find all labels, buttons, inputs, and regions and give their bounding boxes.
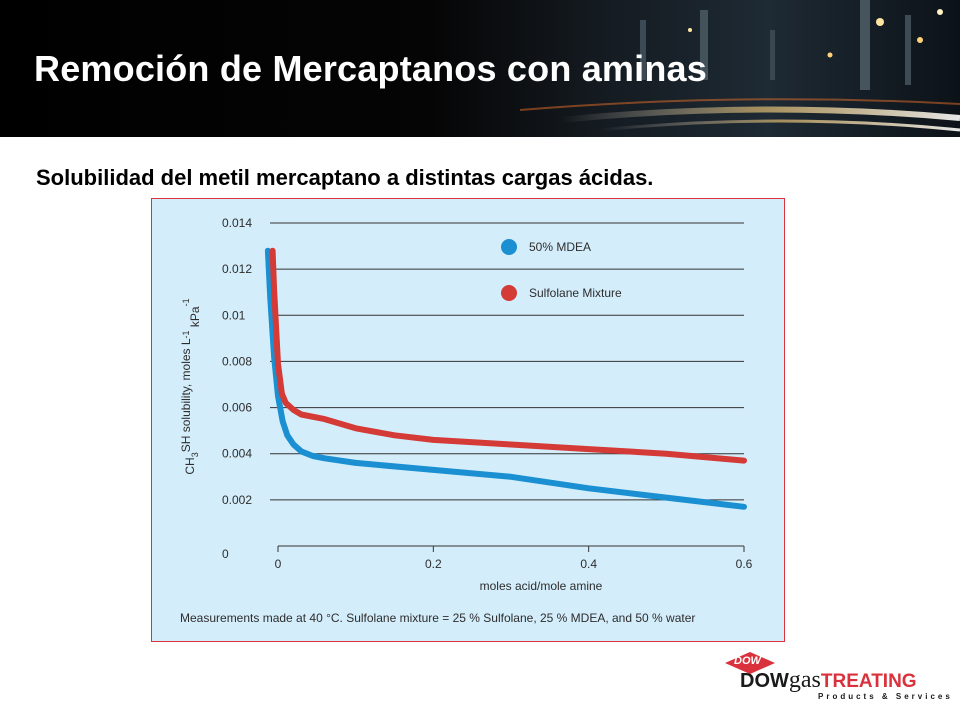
light-streak <box>599 119 960 132</box>
dow-diamond-icon <box>725 652 775 674</box>
x-axis-label: moles acid/mole amine <box>480 579 603 593</box>
solubility-chart: 0 0.002 0.004 0.006 0.008 0.01 0.012 0.014 0 0.2 0… <box>179 216 753 593</box>
y-tick-label: 0.014 <box>222 216 252 230</box>
logo-word-gas: gas <box>788 667 821 693</box>
header-refinery-image <box>519 0 960 132</box>
series-line-0 <box>264 247 747 510</box>
x-tick-label: 0.2 <box>425 557 442 571</box>
y-tick-label: 0.004 <box>222 447 252 461</box>
legend-marker-0 <box>501 239 517 255</box>
logo-tagline: Products & Services <box>818 692 953 701</box>
y-tick-label: 0.012 <box>222 262 252 276</box>
dow-gas-treating-logo: DOW DOWgasTREATING Products & Services <box>720 646 950 702</box>
chart-footnote: Measurements made at 40 °C. Sulfolane mi… <box>180 611 696 625</box>
y-tick-label: 0.008 <box>222 354 252 368</box>
x-tick-label: 0.4 <box>580 557 597 571</box>
logo-word-treating: TREATING <box>820 671 917 692</box>
y-axis-label: CH3SH solubility, moles L-1 kPa-1 <box>179 298 202 474</box>
light-streak <box>559 106 960 123</box>
x-tick-label: 0.6 <box>736 557 753 571</box>
slide-title: Remoción de Mercaptanos con aminas <box>34 48 707 89</box>
logo-word-dow: DOW <box>740 670 789 692</box>
slide-subtitle: Solubilidad del metil mercaptano a disti… <box>36 165 654 190</box>
y-tick-label: 0.006 <box>222 401 252 415</box>
light-streak <box>519 98 960 111</box>
logo-wordmark: DOWgasTREATING <box>740 668 917 692</box>
refinery-lights <box>640 0 943 90</box>
legend-label-0: 50% MDEA <box>529 240 591 254</box>
y-tick-label: 0.002 <box>222 493 252 507</box>
x-tick-label: 0 <box>275 557 282 571</box>
header-banner: Remoción de Mercaptanos con aminas <box>0 0 960 137</box>
y-tick-label: 0.01 <box>222 308 246 322</box>
y-tick-label: 0 <box>222 547 229 561</box>
legend-label-1: Sulfolane Mixture <box>529 286 622 300</box>
chart-panel: 0 0.002 0.004 0.006 0.008 0.01 0.012 0.014 0 0.2 0… <box>151 198 785 642</box>
dow-diamond-label: DOW <box>734 655 761 667</box>
legend-marker-1 <box>501 285 517 301</box>
series-line-1 <box>269 247 747 464</box>
